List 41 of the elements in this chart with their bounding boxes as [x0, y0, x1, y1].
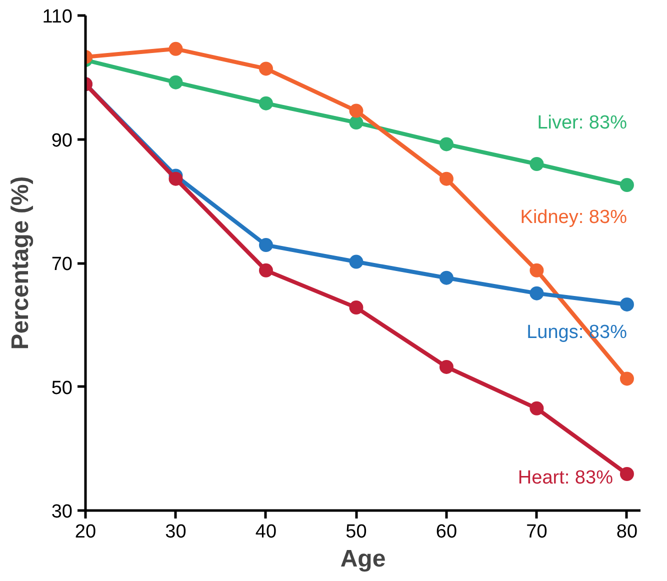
y-tick-label: 30	[51, 502, 73, 522]
point	[439, 360, 454, 374]
point	[168, 172, 183, 186]
series-label: Liver: 83%	[537, 112, 628, 134]
point	[349, 116, 364, 130]
y-axis-title: Percentage (%)	[7, 176, 34, 350]
x-tick-label: 50	[346, 522, 367, 542]
point	[620, 297, 634, 312]
x-tick-label: 20	[74, 522, 96, 542]
point	[168, 42, 183, 56]
x-tick-label: 80	[616, 522, 638, 542]
point	[530, 286, 544, 300]
x-tick-label: 70	[526, 522, 548, 542]
point	[349, 300, 364, 315]
x-tick-label: 40	[255, 522, 277, 542]
series-label: Heart: 83%	[518, 467, 614, 488]
y-tick-label: 110	[42, 6, 73, 28]
y-tick-label: 90	[51, 130, 73, 152]
point	[349, 104, 364, 118]
series-label: Kidney: 83%	[520, 207, 628, 228]
point	[620, 467, 634, 481]
point	[439, 172, 454, 186]
series-label: Lungs: 83%	[526, 322, 628, 343]
point	[530, 157, 544, 171]
point	[439, 137, 454, 152]
point	[258, 62, 273, 76]
point	[530, 263, 544, 278]
point	[530, 401, 544, 416]
x-tick-label: 60	[436, 522, 458, 542]
point	[258, 238, 273, 252]
point	[258, 96, 273, 110]
point	[439, 270, 454, 285]
point	[168, 75, 183, 90]
x-axis-title: Age	[340, 546, 386, 572]
x-tick-label: 30	[165, 522, 186, 542]
point	[349, 254, 364, 269]
y-tick-label: 50	[51, 378, 73, 399]
point	[620, 178, 634, 192]
point	[258, 263, 273, 278]
y-tick-label: 70	[51, 254, 73, 275]
point	[620, 372, 634, 386]
